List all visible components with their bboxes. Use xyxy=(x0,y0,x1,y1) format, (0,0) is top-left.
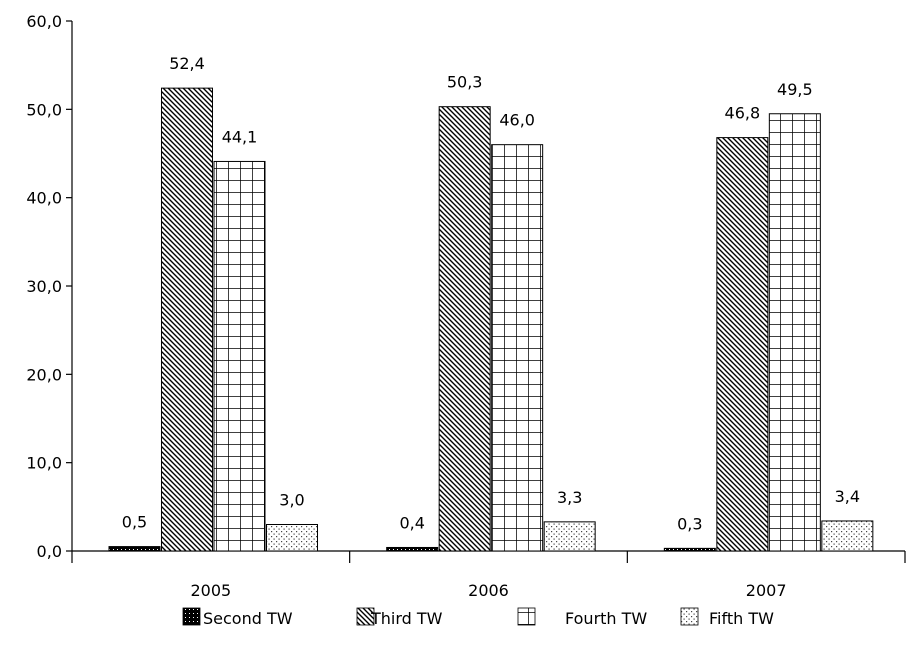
bar xyxy=(161,87,213,552)
data-label: 3,4 xyxy=(835,487,860,506)
data-label: 3,3 xyxy=(557,488,582,507)
y-tick-label: 0,0 xyxy=(37,542,62,561)
data-label: 0,4 xyxy=(399,513,424,532)
y-tick-label: 20,0 xyxy=(26,365,62,384)
bar xyxy=(821,520,874,552)
bar xyxy=(491,144,544,552)
legend-label: Fifth TW xyxy=(709,609,774,628)
legend-label: Third TW xyxy=(370,609,443,628)
bars xyxy=(108,87,874,552)
legend-label: Fourth TW xyxy=(565,609,647,628)
data-label: 44,1 xyxy=(222,127,258,146)
bar xyxy=(438,106,491,552)
data-label: 52,4 xyxy=(169,54,205,73)
data-label: 50,3 xyxy=(447,73,483,92)
bar xyxy=(768,113,821,552)
legend-label: Second TW xyxy=(203,609,293,628)
category-label: 2006 xyxy=(468,581,509,600)
category-label: 2007 xyxy=(746,581,787,600)
data-label: 0,5 xyxy=(122,513,147,532)
y-tick-label: 10,0 xyxy=(26,454,62,473)
bar xyxy=(108,546,161,552)
value-labels: 0,5 52,4 44,1 3,0 0,4 50,3 46,0 3,3 0,3 46,8 49,5 3… xyxy=(122,54,860,533)
y-tick-label: 30,0 xyxy=(26,277,62,296)
category-label: 2005 xyxy=(190,581,231,600)
data-label: 46,8 xyxy=(725,104,761,123)
bar xyxy=(266,524,318,552)
legend-swatch xyxy=(517,607,536,626)
bar xyxy=(663,547,716,552)
data-label: 0,3 xyxy=(677,514,702,533)
bar xyxy=(213,160,266,552)
legend-swatch xyxy=(182,607,201,626)
data-label: 46,0 xyxy=(499,111,535,130)
bar xyxy=(543,521,596,552)
y-tick-label: 40,0 xyxy=(26,189,62,208)
legend-swatch xyxy=(680,607,699,626)
y-tick-label: 50,0 xyxy=(26,100,62,119)
legend: Second TW Third TW Fourth TW Fifth TW xyxy=(182,607,774,628)
data-label: 3,0 xyxy=(279,491,304,510)
bar xyxy=(716,137,769,552)
data-label: 49,5 xyxy=(777,80,813,99)
y-tick-label: 60,0 xyxy=(26,12,62,31)
bar xyxy=(386,546,439,552)
legend-swatch xyxy=(356,607,375,626)
